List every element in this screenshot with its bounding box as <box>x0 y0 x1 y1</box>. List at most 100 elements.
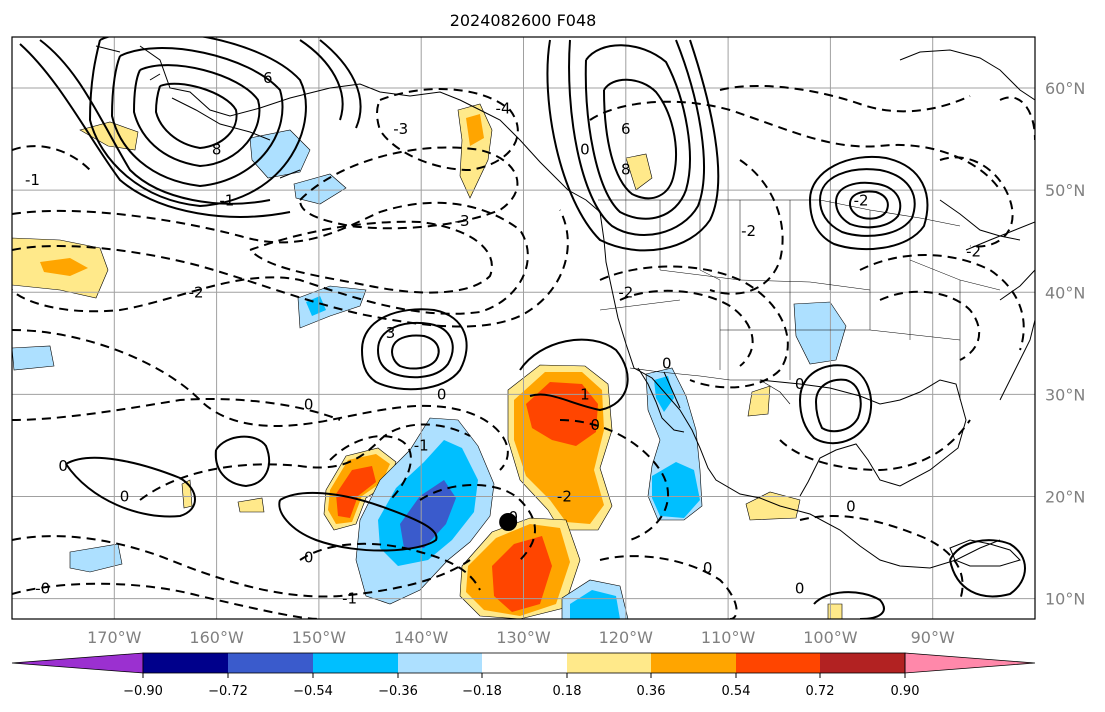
colorbar-tick-label: 0.54 <box>722 684 751 699</box>
colorbar-segment <box>482 653 567 673</box>
contour-solid <box>519 338 629 412</box>
contour-label: 0 <box>437 385 447 403</box>
contour-dashed <box>559 419 670 541</box>
contour-label: -3 <box>455 212 470 230</box>
contour-dashed <box>12 201 529 315</box>
contour-solid <box>391 334 440 370</box>
contour-label: -2 <box>557 487 572 505</box>
coastline-baja <box>637 367 685 433</box>
colorbar-segment <box>143 653 228 673</box>
coastlines <box>95 45 1035 569</box>
contour-dashed <box>299 146 519 230</box>
latitude-tick-label: 10°N <box>1045 590 1085 609</box>
contour-labels: 68-3-3-2-1-1-4068-23010-10-200000-1-0000… <box>25 69 981 608</box>
map-area: 68-3-3-2-1-1-4068-23010-10-200000-1-0000… <box>12 37 1035 619</box>
contour-dashed <box>939 156 1014 248</box>
contour-label: 0 <box>795 375 805 393</box>
coastline-canada-east <box>899 49 1035 241</box>
contour-label: 0 <box>304 549 314 567</box>
colorbar-tick-label: 0.72 <box>806 684 835 699</box>
contour-label: -2 <box>189 283 204 301</box>
shade-negative-patch <box>69 543 123 573</box>
colorbar-extend-max <box>904 652 1036 674</box>
contour-solid <box>568 39 705 237</box>
colorbar-frame <box>142 652 906 674</box>
coastline-west-coast <box>599 211 1001 569</box>
colorbar-tick-label: −0.18 <box>462 684 502 699</box>
shade-negative-patch <box>297 285 367 329</box>
longitude-tick-label: 110°W <box>701 628 756 647</box>
contour-solid <box>319 39 362 129</box>
colorbar-tick-label: −0.54 <box>293 684 333 699</box>
shade-positive-patch <box>747 385 771 417</box>
longitude-tick-label: 90°W <box>911 628 955 647</box>
contour-label: 0 <box>795 579 805 597</box>
contour-dashed <box>779 419 971 472</box>
shade-positive-core <box>336 466 376 518</box>
contour-dashed <box>12 145 91 171</box>
colorbar-tick-label: −0.36 <box>378 684 418 699</box>
contour-dashed <box>249 220 493 294</box>
colorbar-tick-label: 0.18 <box>553 684 582 699</box>
contour-solid <box>815 378 862 433</box>
shade-negative-core <box>400 480 456 548</box>
contour-dashed <box>299 542 481 591</box>
contour-solid <box>849 190 889 220</box>
contour-solid <box>813 591 885 619</box>
shaded-fields <box>12 103 847 619</box>
colorbar-tick-label: 0.90 <box>891 684 920 699</box>
contour-label: 6 <box>263 69 273 87</box>
contour-dashed <box>599 555 738 619</box>
contour-label: 0 <box>580 140 590 158</box>
contour-dashed <box>589 100 1001 191</box>
contour-solid <box>65 456 196 518</box>
latitude-tick-label: 40°N <box>1045 283 1085 302</box>
contour-dashed <box>12 582 321 619</box>
contour-label: -1 <box>414 436 429 454</box>
contour-solid <box>39 39 271 205</box>
colorbar-tick-label: −0.72 <box>208 684 248 699</box>
latitude-tick-label: 50°N <box>1045 181 1085 200</box>
colorbar-tick-label: 0.36 <box>637 684 666 699</box>
contour-solid <box>584 44 691 220</box>
contour-solid <box>835 181 902 229</box>
colorbar-tick-label: −0.90 <box>123 684 163 699</box>
contour-label: 0 <box>120 487 130 505</box>
shade-positive-patch <box>237 497 265 513</box>
shade-negative-patch <box>12 345 55 371</box>
contour-solid <box>377 322 454 379</box>
contour-label: -0 <box>35 579 50 597</box>
contour-solid <box>799 364 872 445</box>
colorbar-segment <box>567 653 651 673</box>
contour-solid <box>88 37 307 208</box>
shade-positive-patch <box>466 114 484 146</box>
contour-label: -2 <box>966 242 981 260</box>
contour-label: -2 <box>854 191 869 209</box>
longitude-tick-label: 170°W <box>87 628 142 647</box>
contour-label: 8 <box>621 161 631 179</box>
contour-solid <box>214 435 271 488</box>
shade-positive-core <box>526 382 598 446</box>
contour-dashed <box>799 515 964 601</box>
latitude-tick-label: 60°N <box>1045 79 1085 98</box>
longitude-tick-label: 130°W <box>496 628 551 647</box>
contour-dashed <box>719 84 971 113</box>
longitude-tick-label: 140°W <box>394 628 449 647</box>
shade-positive-patch <box>625 153 653 191</box>
contour-dashed <box>12 329 509 471</box>
contour-dashed <box>619 289 754 367</box>
storm-marker-layer <box>499 513 518 531</box>
longitude-tick-label: 120°W <box>599 628 654 647</box>
contour-label: 0 <box>703 559 713 577</box>
colorbar-segment <box>228 653 313 673</box>
latitude-tick-label: 20°N <box>1045 487 1085 506</box>
shade-negative-patch <box>293 173 347 205</box>
contour-label: -1 <box>219 191 234 209</box>
contour-dashed <box>12 397 341 421</box>
contour-label: 0 <box>662 355 672 373</box>
storm-position-marker <box>499 513 518 531</box>
shade-positive-patch <box>457 103 493 199</box>
contour-dashed <box>599 265 789 389</box>
contour-solid <box>19 43 291 218</box>
